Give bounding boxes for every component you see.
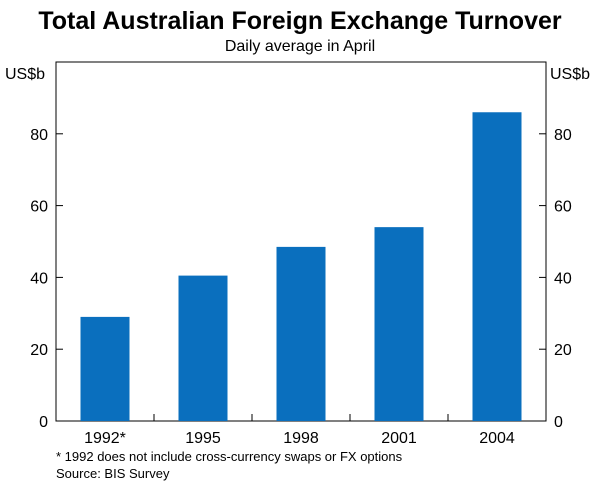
bar-2004 <box>472 112 522 421</box>
x-tick-label: 2004 <box>479 430 515 447</box>
x-tick-label: 1995 <box>185 430 221 447</box>
y-tick-label-left: 80 <box>30 127 48 144</box>
y-tick-label-left: 0 <box>39 414 48 431</box>
y-tick-label-right: 80 <box>554 127 572 144</box>
y-tick-label-right: 60 <box>554 199 572 216</box>
chart-subtitle: Daily average in April <box>225 38 375 55</box>
y-tick-label-right: 20 <box>554 342 572 359</box>
bar-1992 <box>80 316 130 421</box>
axis-labels: 0 0 20 20 40 40 60 60 80 80 1992* 1995 1998 2001 2004 <box>30 127 572 447</box>
y-tick-label-left: 40 <box>30 270 48 287</box>
axis-ticks <box>56 133 546 421</box>
bar-1995 <box>178 275 228 421</box>
x-tick-label: 1992* <box>84 430 126 447</box>
x-tick-label: 2001 <box>381 430 417 447</box>
y-tick-label-right: 0 <box>554 414 563 431</box>
footnote-note: * 1992 does not include cross-currency s… <box>56 449 403 464</box>
bar-2001 <box>374 227 424 421</box>
chart-title: Total Australian Foreign Exchange Turnov… <box>38 7 562 35</box>
y-tick-label-right: 40 <box>554 270 572 287</box>
y-tick-label-left: 20 <box>30 342 48 359</box>
bars <box>80 112 522 421</box>
y-tick-label-left: 60 <box>30 199 48 216</box>
footnote-source: Source: BIS Survey <box>56 466 170 481</box>
y-axis-label-right: US$b <box>550 66 590 83</box>
x-tick-label: 1998 <box>283 430 319 447</box>
y-axis-label-left: US$b <box>5 66 45 83</box>
bar-1998 <box>276 246 326 421</box>
